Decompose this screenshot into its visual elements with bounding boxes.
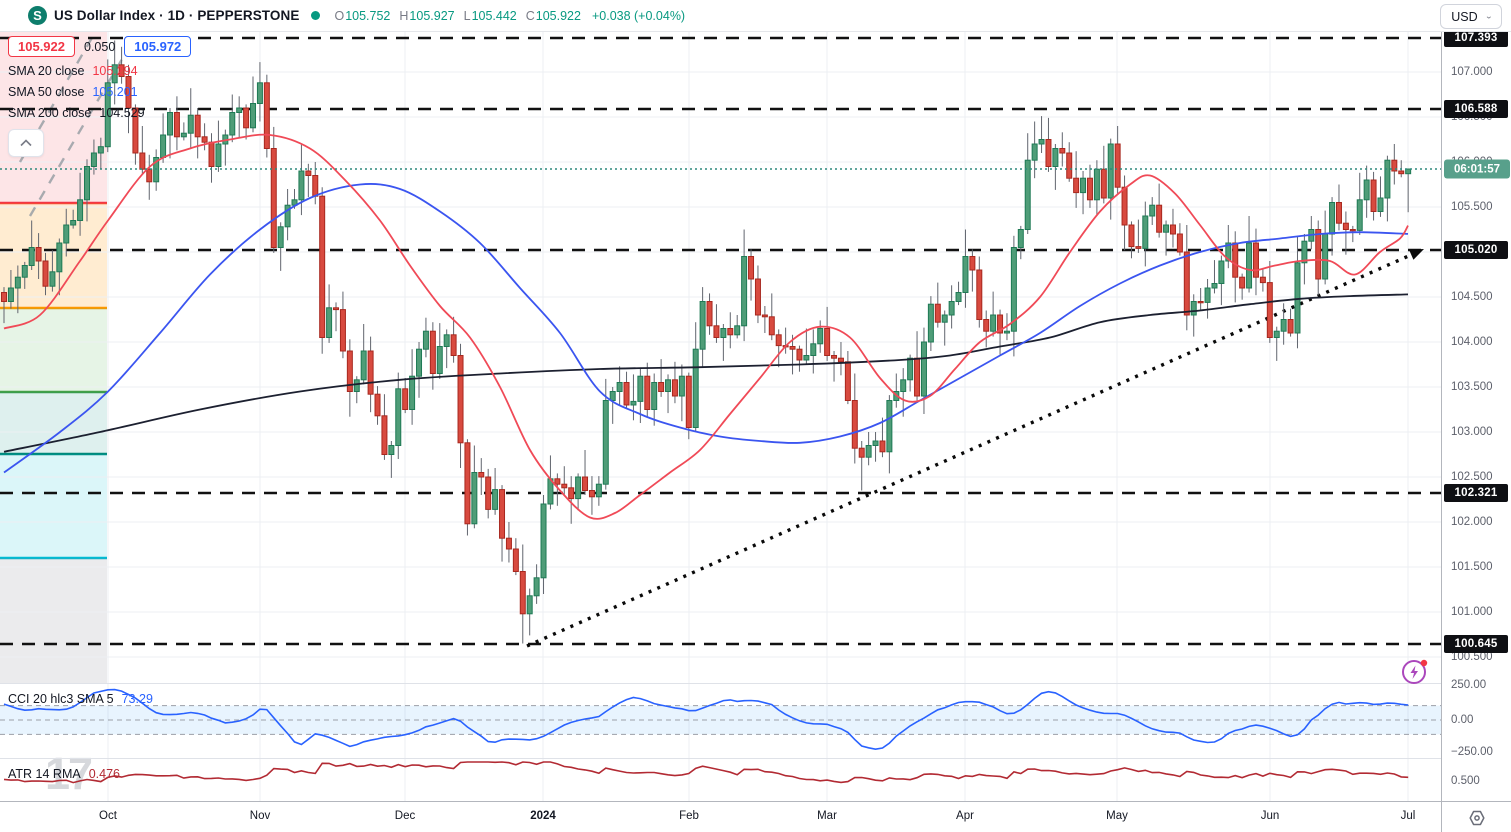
market-open-dot-icon	[311, 11, 320, 20]
time-axis-label: Jun	[1261, 810, 1280, 822]
time-axis-label: Feb	[679, 810, 699, 822]
price-tick-label: 103.000	[1451, 426, 1493, 438]
price-tick-label: 0.00	[1451, 714, 1473, 726]
instant-trading-button[interactable]	[1399, 655, 1431, 687]
time-axis-label: Nov	[250, 810, 270, 822]
key-levels-layer	[0, 38, 1441, 644]
price-tick-label: 103.500	[1451, 381, 1493, 393]
price-chart-canvas[interactable]	[0, 0, 1511, 832]
price-level-label: 105.020	[1444, 241, 1508, 259]
symbol-title[interactable]: US Dollar Index · 1D · PEPPERSTONE	[54, 8, 299, 23]
low-value: L105.442	[464, 9, 517, 23]
collapse-legend-button[interactable]	[8, 129, 44, 157]
price-tick-label: −250.00	[1451, 746, 1493, 758]
time-axis-label: 2024	[530, 810, 556, 822]
price-level-label: 102.321	[1444, 484, 1508, 502]
sma20-legend-row[interactable]: SMA 20 close105.294	[8, 64, 191, 78]
time-axis-label: Dec	[395, 810, 415, 822]
sma20-line	[4, 135, 1408, 519]
sma200-line	[4, 294, 1408, 451]
chevron-up-icon	[20, 139, 32, 147]
price-tick-label: 101.500	[1451, 561, 1493, 573]
change-value: +0.038 (+0.04%)	[592, 9, 685, 23]
price-tick-label: 102.000	[1451, 516, 1493, 528]
hexagon-settings-icon	[1467, 808, 1487, 828]
tradingview-chart-app: 17 S US Dollar Index · 1D · PEPPERSTONE …	[0, 0, 1511, 832]
top-toolbar: S US Dollar Index · 1D · PEPPERSTONE O10…	[0, 0, 1511, 32]
bar-countdown-label: 06:01:57	[1444, 160, 1510, 179]
spread-label: 0.050	[84, 40, 115, 54]
open-value: O105.752	[334, 9, 390, 23]
symbol-logo-icon[interactable]: S	[28, 6, 47, 25]
sma200-legend-row[interactable]: SMA 200 close104.529	[8, 106, 191, 120]
price-level-label: 100.645	[1444, 635, 1508, 653]
notification-dot-icon	[1421, 660, 1427, 666]
high-value: H105.927	[399, 9, 454, 23]
time-axis-label: Oct	[99, 810, 117, 822]
time-axis-label: Apr	[956, 810, 974, 822]
price-tick-label: 0.500	[1451, 775, 1480, 787]
time-axis-label: Mar	[817, 810, 837, 822]
price-tick-label: 250.00	[1451, 679, 1486, 691]
atr-legend-row[interactable]: ATR 14 RMA0.476	[8, 767, 120, 781]
chart-legend: 105.922 0.050 105.972 SMA 20 close105.29…	[8, 36, 191, 157]
price-level-label: 106.588	[1444, 100, 1508, 118]
buy-price-label[interactable]: 105.972	[124, 36, 191, 57]
currency-selector-button[interactable]: USD ⌄	[1440, 4, 1502, 29]
time-axis-label: May	[1106, 810, 1128, 822]
time-axis[interactable]: Oct Nov Dec 2024 Feb Mar Apr May Jun Jul	[0, 801, 1441, 832]
price-tick-label: 104.000	[1451, 336, 1493, 348]
price-tick-label: 104.500	[1451, 291, 1493, 303]
sell-price-label[interactable]: 105.922	[8, 36, 75, 57]
time-axis-label: Jul	[1401, 810, 1416, 822]
price-tick-label: 105.500	[1451, 201, 1493, 213]
sma50-legend-row[interactable]: SMA 50 close105.201	[8, 85, 191, 99]
ohlc-readout: O105.752 H105.927 L105.442 C105.922 +0.0…	[334, 9, 685, 23]
close-value: C105.922	[526, 9, 581, 23]
cci-legend-row[interactable]: CCI 20 hlc3 SMA 573.29	[8, 692, 153, 706]
axis-settings-corner[interactable]	[1441, 801, 1511, 832]
price-tick-label: 102.500	[1451, 471, 1493, 483]
price-tick-label: 107.000	[1451, 66, 1493, 78]
price-axis[interactable]: 107.000106.500106.000105.500104.500104.0…	[1441, 31, 1511, 801]
atr-line	[4, 762, 1408, 783]
sma50-line	[4, 184, 1408, 473]
chevron-down-icon: ⌄	[1485, 12, 1493, 21]
price-tick-label: 101.000	[1451, 606, 1493, 618]
moving-averages-layer	[4, 135, 1408, 519]
